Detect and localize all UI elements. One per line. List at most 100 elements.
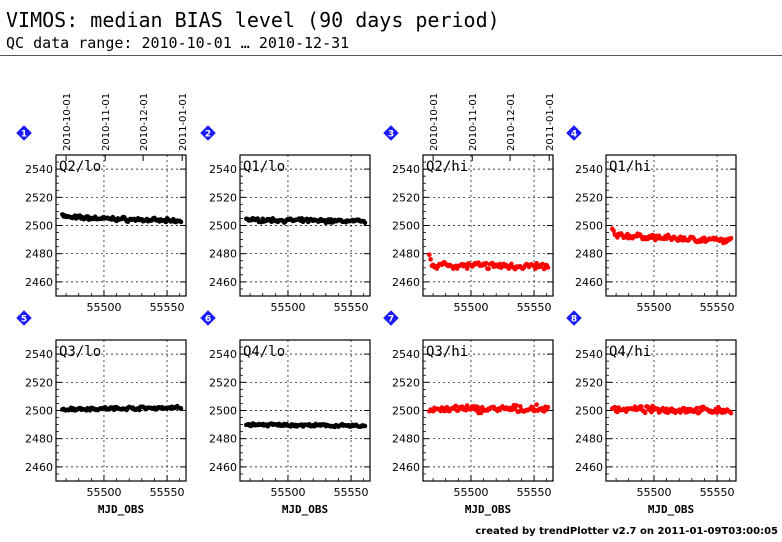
panel-badge-number: 5	[21, 315, 27, 325]
panel-badge-icon	[16, 125, 32, 141]
y-tick-label: 2480	[25, 248, 53, 261]
x-tick-label: 55500	[636, 486, 671, 499]
x-tick-label: 55550	[150, 486, 185, 499]
x-tick-label: 55500	[86, 486, 121, 499]
panel-1: 1 2460 2480 2500 2520 2540 55500 55550 2010-10-0…	[16, 93, 189, 314]
panel-6: 6 2460 2480 2500 2520 2540 55500 55550 Q4/lo MJD_…	[200, 310, 371, 516]
data-point	[178, 406, 184, 411]
y-tick-label: 2520	[575, 376, 603, 389]
x-tick-label: 55550	[700, 486, 735, 499]
data-point	[611, 228, 616, 234]
y-tick-label: 2500	[25, 405, 53, 418]
data-point	[714, 410, 720, 415]
y-tick-label: 2520	[25, 191, 53, 204]
data-point	[533, 266, 538, 271]
panel-badge-number: 6	[205, 315, 211, 325]
panel-badge-number: 8	[571, 315, 577, 325]
data-point	[178, 219, 184, 225]
data-point	[464, 266, 470, 271]
y-tick-label: 2480	[209, 248, 237, 261]
panel-label: Q4/hi	[609, 344, 651, 360]
y-tick-label: 2460	[209, 276, 237, 289]
y-tick-label: 2520	[392, 376, 420, 389]
date-tick-label: 2010-11-01	[468, 93, 479, 151]
data-point	[483, 260, 489, 266]
panel-label: Q3/hi	[426, 344, 468, 360]
y-tick-label: 2500	[392, 405, 420, 418]
data-point	[444, 404, 450, 410]
x-tick-label: 55500	[453, 301, 488, 314]
footer-credit: created by trendPlotter v2.7 on 2011-01-…	[475, 526, 778, 537]
y-tick-label: 2480	[209, 433, 237, 446]
y-tick-label: 2540	[392, 163, 420, 176]
panel-7: 7 2460 2480 2500 2520 2540 55500 55550 Q3/hi MJD_…	[383, 310, 554, 516]
y-tick-label: 2500	[209, 405, 237, 418]
y-tick-label: 2500	[575, 220, 603, 233]
panel-badge-number: 4	[571, 130, 577, 140]
data-point	[545, 265, 551, 270]
x-axis-label: MJD_OBS	[98, 503, 144, 516]
title-divider	[0, 55, 782, 56]
data-point	[428, 257, 433, 262]
data-point	[362, 220, 368, 226]
y-tick-label: 2480	[392, 248, 420, 261]
page-subtitle: QC data range: 2010-10-01 … 2010-12-31	[6, 34, 350, 52]
data-point	[427, 252, 432, 258]
y-tick-label: 2460	[575, 461, 603, 474]
date-tick-label: 2011-01-01	[545, 93, 556, 151]
y-tick-label: 2540	[25, 348, 53, 361]
panel-badge-icon	[200, 125, 216, 141]
y-tick-label: 2520	[392, 191, 420, 204]
data-point	[642, 410, 648, 416]
panel-5: 5 2460 2480 2500 2520 2540 55500 55550 Q3/lo MJD_…	[16, 310, 187, 516]
panel-8: 8 2460 2480 2500 2520 2540 55500 55550 Q4/hi MJD_…	[566, 310, 737, 516]
panel-badge-number: 1	[21, 130, 27, 140]
date-tick-label: 2010-11-01	[101, 93, 112, 151]
y-tick-label: 2500	[575, 405, 603, 418]
y-tick-label: 2540	[392, 348, 420, 361]
panel-4: 4 2460 2480 2500 2520 2540 55500 55550 Q1/hi	[566, 125, 737, 314]
y-tick-label: 2520	[209, 376, 237, 389]
y-tick-label: 2460	[392, 461, 420, 474]
date-tick-label: 2011-01-01	[178, 93, 189, 151]
y-tick-label: 2540	[575, 163, 603, 176]
data-point	[514, 403, 519, 408]
page-title: VIMOS: median BIAS level (90 days period…	[6, 8, 500, 32]
data-point	[545, 404, 551, 410]
data-point	[694, 405, 700, 411]
y-tick-label: 2460	[575, 276, 603, 289]
x-tick-label: 55500	[453, 486, 488, 499]
y-tick-label: 2500	[25, 220, 53, 233]
y-tick-label: 2540	[25, 163, 53, 176]
data-point	[639, 404, 644, 409]
y-tick-label: 2520	[575, 191, 603, 204]
x-tick-label: 55550	[517, 486, 552, 499]
data-point	[490, 260, 495, 266]
x-axis-label: MJD_OBS	[282, 503, 328, 516]
y-tick-label: 2480	[575, 433, 603, 446]
y-tick-label: 2480	[575, 248, 603, 261]
y-tick-label: 2520	[25, 376, 53, 389]
x-tick-label: 55500	[270, 486, 305, 499]
data-point	[612, 404, 618, 410]
data-point	[453, 403, 459, 409]
y-tick-label: 2460	[25, 461, 53, 474]
panel-badge-icon	[200, 310, 216, 326]
y-tick-label: 2500	[209, 220, 237, 233]
y-tick-label: 2460	[392, 276, 420, 289]
x-axis-label: MJD_OBS	[465, 503, 511, 516]
x-tick-label: 55550	[700, 301, 735, 314]
panel-label: Q2/hi	[426, 159, 468, 175]
date-tick-label: 2010-12-01	[139, 93, 150, 151]
panel-label: Q1/lo	[243, 159, 285, 175]
panel-badge-number: 2	[205, 130, 211, 140]
y-tick-label: 2540	[575, 348, 603, 361]
date-tick-label: 2010-10-01	[429, 93, 440, 151]
panel-3: 3 2460 2480 2500 2520 2540 55500 55550 2010-10-0…	[383, 93, 556, 314]
data-point	[534, 402, 539, 407]
data-point	[681, 405, 687, 411]
y-tick-label: 2540	[209, 163, 237, 176]
panel-label: Q2/lo	[59, 159, 101, 175]
x-tick-label: 55500	[270, 301, 305, 314]
